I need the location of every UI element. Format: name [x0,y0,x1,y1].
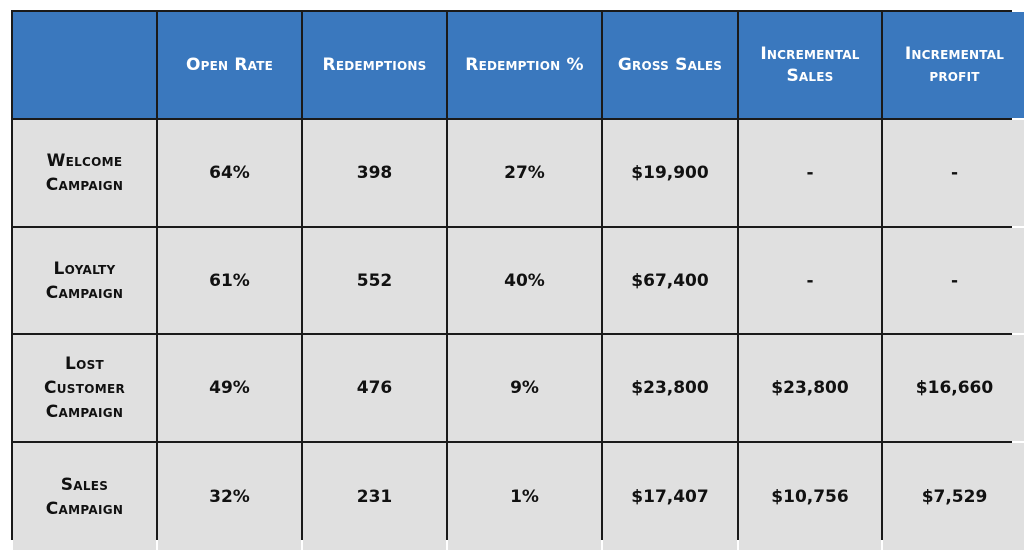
campaign-results-table: Open Rate Redemptions Redemption % Gross… [11,10,1024,550]
table-cell: $17,407 [603,443,737,550]
table-cell: 64% [158,120,301,226]
column-header-incremental-profit: Incremental profit [883,12,1024,118]
table-cell: $23,800 [739,335,881,441]
table-header-corner [13,12,156,118]
table-cell: 231 [303,443,446,550]
column-header-redemption-percent: Redemption % [448,12,601,118]
table-cell: - [739,120,881,226]
table-cell: - [883,120,1024,226]
table-cell: 1% [448,443,601,550]
table-cell: $7,529 [883,443,1024,550]
table-cell: $19,900 [603,120,737,226]
table-cell: $10,756 [739,443,881,550]
table-cell: 49% [158,335,301,441]
table-cell: $16,660 [883,335,1024,441]
row-header-loyalty-campaign: Loyalty Campaign [13,228,156,333]
table-cell: 398 [303,120,446,226]
row-header-lost-customer-campaign: Lost Customer Campaign [13,335,156,441]
column-header-open-rate: Open Rate [158,12,301,118]
column-header-redemptions: Redemptions [303,12,446,118]
table-cell: - [883,228,1024,333]
table-cell: $67,400 [603,228,737,333]
table-cell: - [739,228,881,333]
column-header-gross-sales: Gross Sales [603,12,737,118]
table-cell: 476 [303,335,446,441]
row-header-welcome-campaign: Welcome Campaign [13,120,156,226]
column-header-incremental-sales: Incremental Sales [739,12,881,118]
table-cell: 40% [448,228,601,333]
table-cell: 552 [303,228,446,333]
table-cell: 9% [448,335,601,441]
table-cell: 27% [448,120,601,226]
row-header-sales-campaign: Sales Campaign [13,443,156,550]
table-cell: 61% [158,228,301,333]
table-cell: $23,800 [603,335,737,441]
table-cell: 32% [158,443,301,550]
